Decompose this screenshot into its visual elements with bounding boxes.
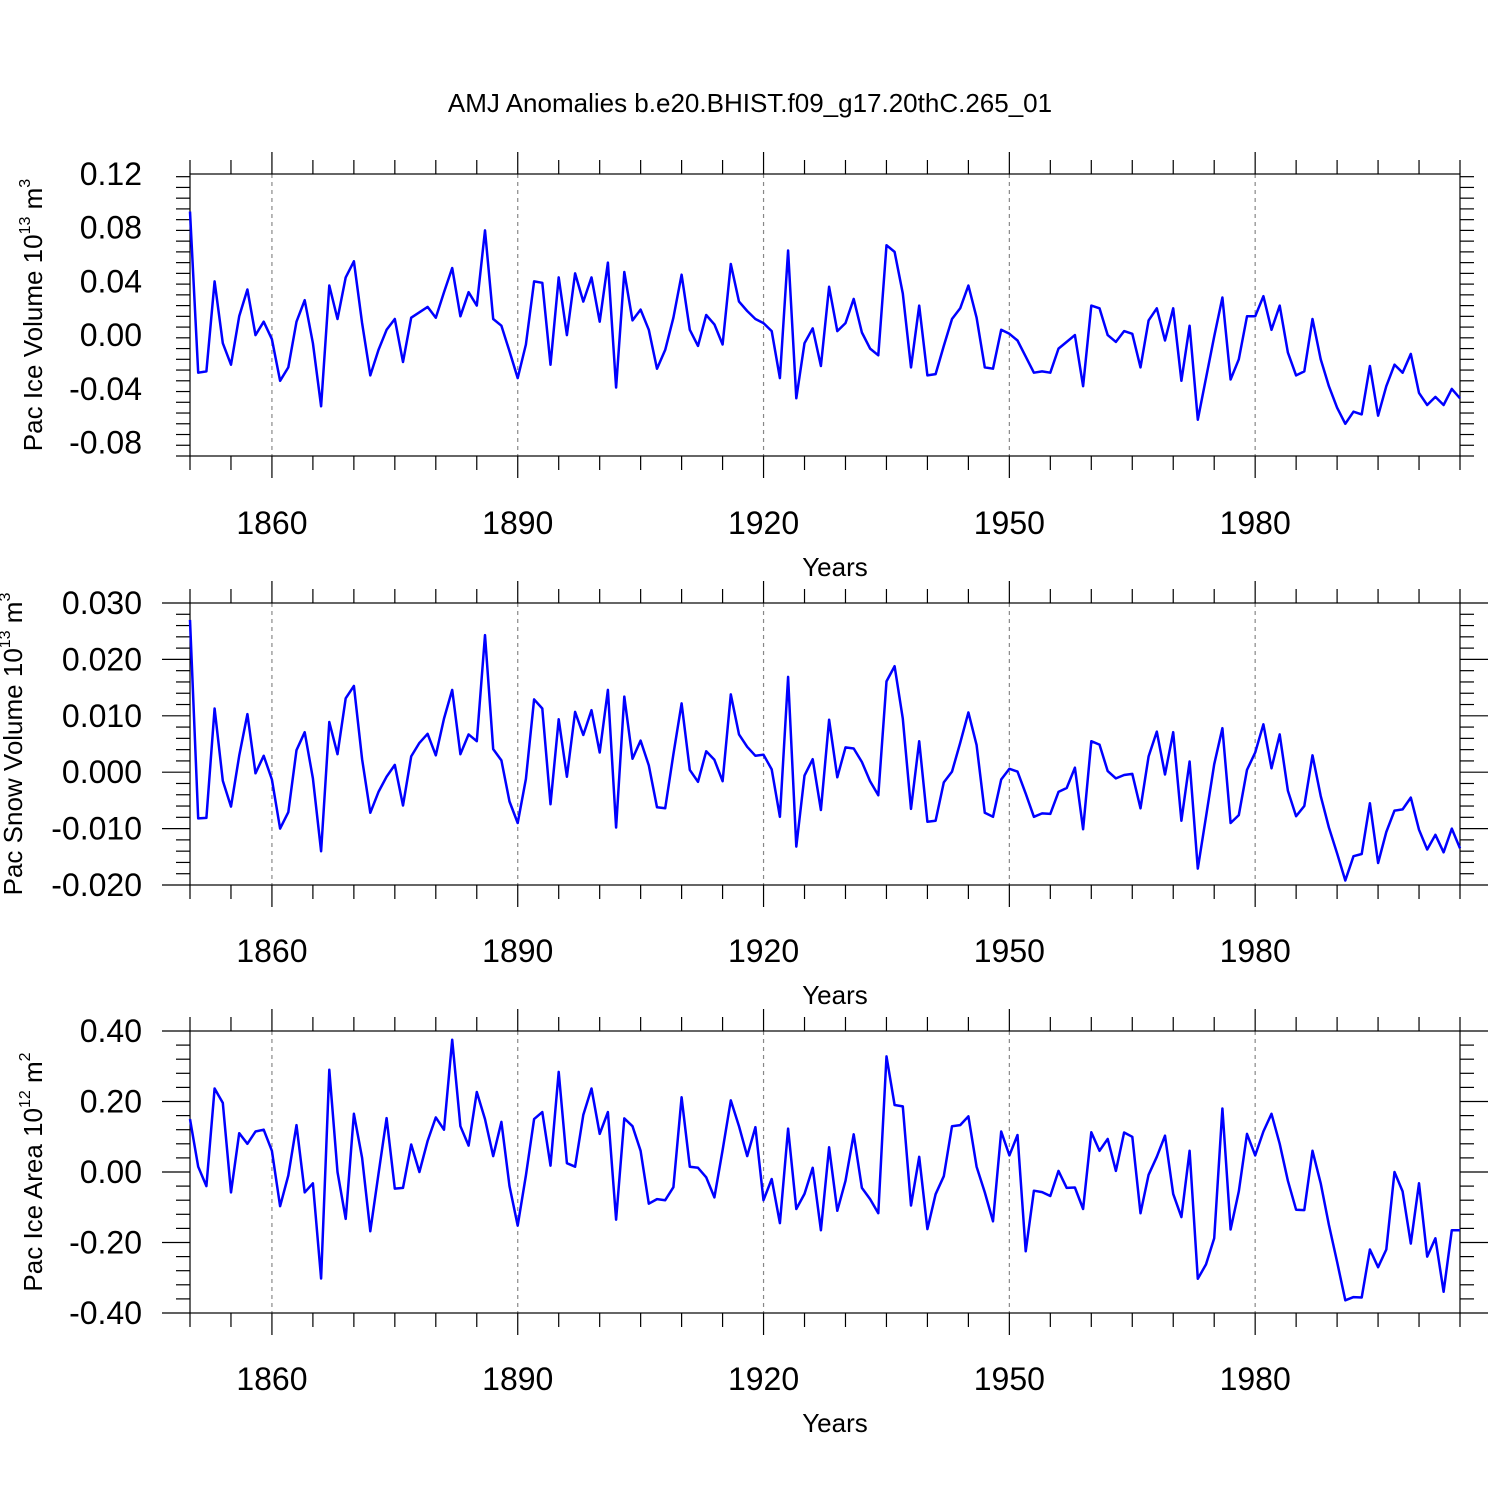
y-axis-title: Pac Ice Volume 1013 m3 — [17, 179, 48, 452]
y-tick-label: 0.40 — [80, 1013, 142, 1049]
x-axis-title: Years — [802, 552, 868, 582]
plot-frame — [189, 1030, 1461, 1314]
x-tick-label: 1950 — [974, 505, 1045, 541]
x-tick-label: 1920 — [728, 1361, 799, 1397]
y-axis-title: Pac Ice Area 1012 m2 — [17, 1052, 48, 1291]
y-axis-title-unit-exponent: 3 — [0, 593, 14, 602]
y-tick-label: -0.010 — [51, 811, 142, 847]
y-tick-label: 0.020 — [62, 641, 142, 677]
y-tick-label: -0.20 — [69, 1225, 142, 1261]
y-axis-title-unit-exponent: 3 — [17, 179, 34, 188]
x-tick-label: 1890 — [482, 505, 553, 541]
y-tick-label: 0.20 — [80, 1084, 142, 1120]
y-tick-label: -0.40 — [69, 1295, 142, 1331]
panel-ice-volume: 1860 1890 1920 1950 1980 Years -0.08 -0.04 0.00 0… — [17, 152, 1474, 582]
x-tick-label: 1860 — [236, 505, 307, 541]
y-axis-title-unit: m — [18, 1061, 48, 1090]
y-axis-title-exponent: 13 — [0, 630, 14, 648]
y-axis-title-unit: m — [0, 602, 28, 631]
y-axis-title: Pac Snow Volume 1013 m3 — [0, 593, 28, 896]
y-axis-title-exponent: 12 — [17, 1090, 34, 1108]
x-tick-label: 1920 — [728, 933, 799, 969]
y-tick-label: 0.00 — [80, 1154, 142, 1190]
y-tick-label: 0.000 — [62, 754, 142, 790]
y-tick-label: -0.020 — [51, 867, 142, 903]
panel-snow-volume: 1860 1890 1920 1950 1980 Years -0.020 -0.010 0.0… — [0, 581, 1488, 1010]
y-axis-title-main: Pac Snow Volume 10 — [0, 648, 28, 895]
x-axis-title: Years — [802, 1408, 868, 1438]
y-tick-label: 0.08 — [80, 210, 142, 246]
x-tick-label: 1980 — [1220, 1361, 1291, 1397]
panel-ice-area: 1860 1890 1920 1950 1980 Years -0.40 -0.20 0.00 0… — [17, 1009, 1488, 1438]
y-tick-label: 0.030 — [62, 585, 142, 621]
y-tick-label: -0.04 — [69, 371, 142, 407]
y-tick-label: -0.08 — [69, 425, 142, 461]
y-tick-label: 0.12 — [80, 156, 142, 192]
x-tick-label: 1980 — [1220, 505, 1291, 541]
x-tick-label: 1860 — [236, 1361, 307, 1397]
x-tick-label: 1890 — [482, 933, 553, 969]
x-tick-label: 1920 — [728, 505, 799, 541]
y-tick-label: 0.04 — [80, 263, 142, 299]
y-axis-title-main: Pac Ice Area 10 — [18, 1108, 48, 1292]
plot-frame — [189, 602, 1461, 886]
x-tick-label: 1890 — [482, 1361, 553, 1397]
series-line-ice-area — [188, 1038, 1460, 1302]
series-line-snow-volume — [188, 619, 1462, 882]
series-line-ice-volume — [188, 211, 1461, 426]
y-tick-label: 0.010 — [62, 698, 142, 734]
y-tick-label: 0.00 — [80, 317, 142, 353]
x-tick-label: 1950 — [974, 1361, 1045, 1397]
y-axis-title-unit-exponent: 2 — [17, 1052, 34, 1061]
chart-title: AMJ Anomalies b.e20.BHIST.f09_g17.20thC.… — [448, 88, 1052, 118]
x-tick-label: 1860 — [236, 933, 307, 969]
y-axis-title-main: Pac Ice Volume 10 — [18, 234, 48, 451]
x-tick-label: 1980 — [1220, 933, 1291, 969]
x-axis-title: Years — [802, 980, 868, 1010]
y-axis-title-exponent: 13 — [17, 216, 34, 234]
plot-frame — [189, 173, 1461, 457]
x-tick-label: 1950 — [974, 933, 1045, 969]
y-axis-title-unit: m — [18, 188, 48, 217]
